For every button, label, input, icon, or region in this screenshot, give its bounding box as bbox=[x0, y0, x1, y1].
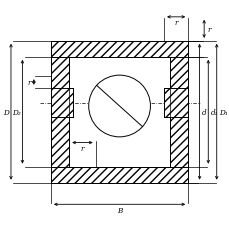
Circle shape bbox=[88, 76, 150, 137]
Text: D₂: D₂ bbox=[12, 108, 20, 116]
Polygon shape bbox=[51, 42, 187, 58]
Polygon shape bbox=[51, 88, 72, 118]
Text: B: B bbox=[116, 206, 122, 214]
Polygon shape bbox=[164, 58, 187, 167]
Text: r: r bbox=[174, 19, 177, 27]
Text: d: d bbox=[201, 108, 206, 116]
Text: r: r bbox=[207, 26, 210, 34]
Text: D₁: D₁ bbox=[218, 108, 226, 116]
Polygon shape bbox=[51, 58, 72, 167]
Text: r: r bbox=[80, 144, 84, 152]
Text: D: D bbox=[3, 108, 9, 116]
Text: r: r bbox=[27, 79, 30, 87]
Text: d₁: d₁ bbox=[210, 108, 217, 116]
Polygon shape bbox=[51, 167, 187, 183]
Polygon shape bbox=[164, 88, 187, 118]
